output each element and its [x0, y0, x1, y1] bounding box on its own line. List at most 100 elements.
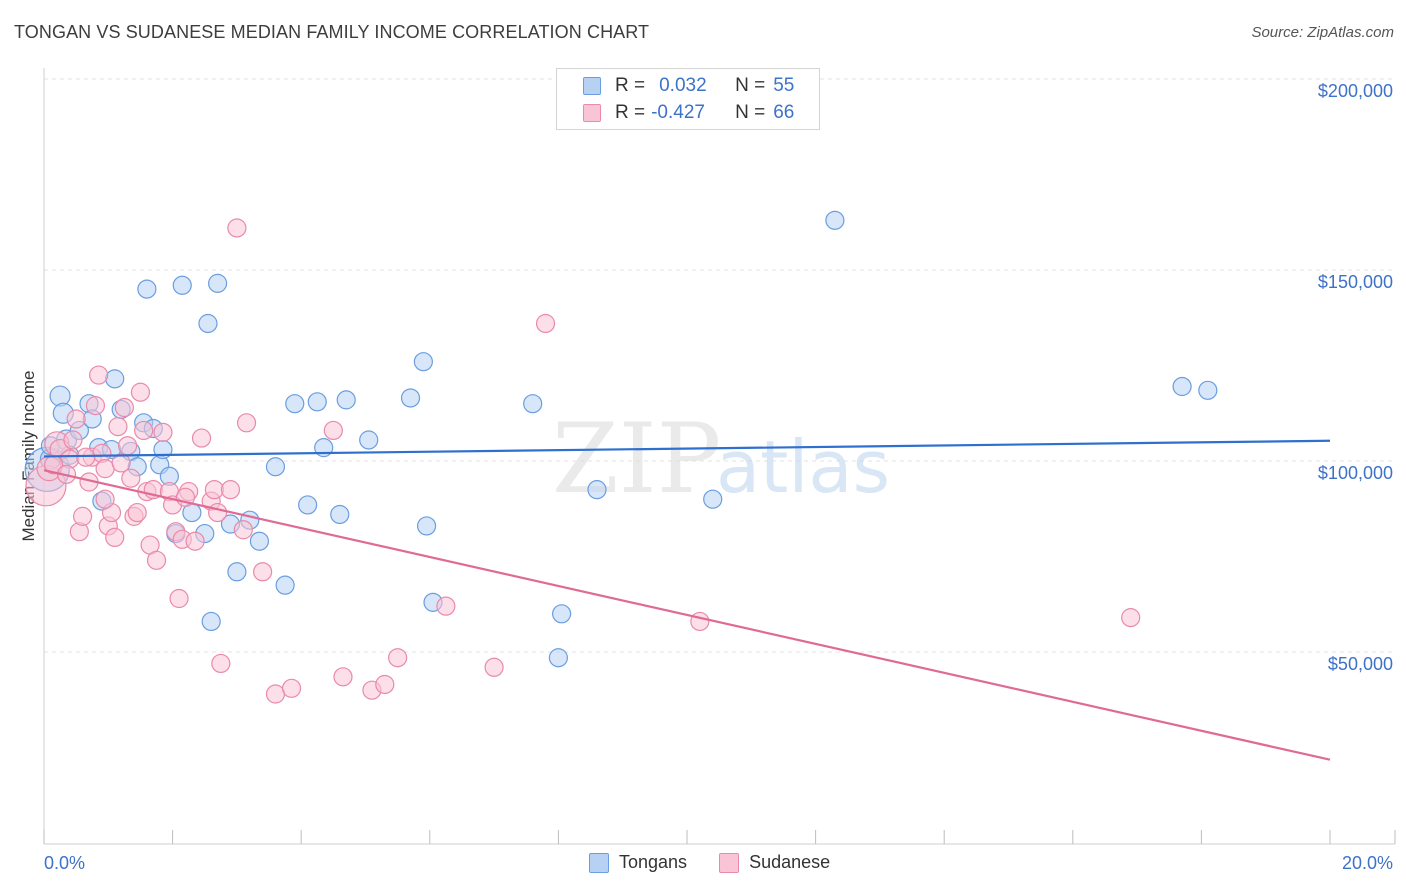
- sudanese-point: [114, 397, 134, 418]
- sudanese-point: [265, 684, 286, 704]
- sudanese-point: [1121, 608, 1141, 628]
- tongans-point: [201, 611, 221, 632]
- tongans-point: [265, 457, 286, 477]
- sudanese-point: [153, 422, 173, 442]
- watermark-atlas: atlas: [716, 425, 890, 509]
- sudanese-point: [130, 382, 151, 402]
- tongans-point: [1172, 376, 1192, 397]
- tongans-point: [105, 369, 125, 389]
- sudanese-point: [227, 218, 247, 238]
- sudanese-point: [111, 453, 131, 473]
- tongans-point: [416, 516, 437, 536]
- sudanese-point: [690, 611, 710, 632]
- tongans-point: [330, 504, 350, 525]
- sudanese-point: [191, 428, 212, 448]
- tongans-point: [825, 210, 845, 230]
- tongans-swatch: [583, 77, 601, 95]
- sudanese-r-value: -0.427: [651, 102, 705, 123]
- series-legend: Tongans Sudanese: [589, 852, 862, 873]
- tongans-r-value: 0.032: [659, 75, 707, 96]
- sudanese-point: [208, 502, 228, 523]
- sudanese-point: [388, 648, 408, 668]
- tongans-point: [400, 388, 421, 408]
- sudanese-point: [66, 409, 86, 429]
- correlation-legend: R = 0.032 N = 55 R = -0.427 N = 66: [556, 68, 820, 130]
- sudanese-point: [105, 527, 125, 548]
- sudanese-point: [333, 667, 353, 687]
- legend-row-sudanese: R = -0.427 N = 66: [557, 100, 794, 126]
- tongans-point: [275, 575, 295, 595]
- chart-title: TONGAN VS SUDANESE MEDIAN FAMILY INCOME …: [14, 22, 650, 42]
- sudanese-point: [281, 678, 302, 698]
- sudanese-point: [134, 420, 154, 441]
- sudanese-point: [484, 657, 504, 677]
- tongans-point: [359, 430, 379, 450]
- y-tick-label: $200,000: [1318, 81, 1393, 101]
- tongans-point: [523, 394, 543, 414]
- sudanese-point: [95, 489, 115, 509]
- n-label: N =: [735, 102, 766, 123]
- tongans-point: [172, 275, 192, 295]
- sudanese-point: [121, 468, 141, 488]
- tongans-point: [227, 562, 247, 582]
- tongans-point: [413, 352, 433, 372]
- sudanese-point: [236, 413, 257, 433]
- x-tick-label-min: 0.0%: [44, 853, 85, 873]
- tongans-point: [336, 390, 356, 410]
- sudanese-point: [220, 480, 241, 500]
- tongans-legend-swatch: [589, 852, 609, 873]
- sudanese-legend-swatch: [719, 852, 740, 873]
- r-label: R =: [615, 75, 646, 96]
- y-tick-label: $50,000: [1328, 654, 1393, 674]
- sudanese-trend-line: [43, 469, 1331, 761]
- tongans-trend-line: [43, 439, 1331, 458]
- sudanese-point: [72, 506, 93, 526]
- tongans-point: [49, 385, 71, 407]
- legend-item-tongans: Tongans: [589, 852, 687, 873]
- sudanese-point: [117, 436, 138, 456]
- sudanese-point: [95, 459, 115, 479]
- tongans-point: [298, 495, 318, 515]
- tongans-legend-label: Tongans: [619, 852, 688, 872]
- tongans-point: [198, 313, 218, 334]
- source-label: Source: ZipAtlas.com: [1251, 24, 1394, 41]
- sudanese-point: [323, 420, 343, 441]
- grid-lines: [44, 78, 1395, 653]
- sudanese-legend-label: Sudanese: [749, 852, 831, 872]
- n-label: N =: [735, 75, 766, 96]
- tongans-point: [249, 531, 270, 551]
- legend-row-tongans: R = 0.032 N = 55: [557, 73, 794, 99]
- sudanese-point: [63, 430, 83, 450]
- sudanese-point: [204, 480, 224, 500]
- watermark-zip: ZIP: [552, 403, 721, 515]
- tongans-point: [587, 480, 607, 500]
- tongans-point: [137, 279, 157, 299]
- trend-lines: [43, 439, 1331, 761]
- tongans-point: [703, 489, 723, 509]
- tongans-n-value: 55: [773, 75, 795, 96]
- sudanese-point: [127, 502, 147, 523]
- tongans-point: [1198, 380, 1218, 400]
- tongans-point: [548, 648, 569, 668]
- tongans-point: [552, 604, 572, 624]
- tongans-point: [208, 273, 228, 293]
- sudanese-point: [211, 653, 231, 674]
- sudanese-point: [89, 365, 109, 385]
- sudanese-point: [146, 550, 167, 570]
- tongans-point: [285, 394, 305, 414]
- legend-item-sudanese: Sudanese: [719, 852, 830, 873]
- sudanese-point: [233, 520, 253, 540]
- sudanese-point: [436, 596, 456, 616]
- watermark: ZIP atlas: [552, 403, 890, 515]
- sudanese-n-value: 66: [773, 102, 795, 123]
- y-tick-label: $150,000: [1318, 272, 1393, 292]
- y-tick-label: $100,000: [1318, 463, 1393, 483]
- sudanese-point: [253, 562, 273, 582]
- sudanese-point: [185, 531, 205, 551]
- sudanese-point: [375, 674, 395, 695]
- x-tick-label-max: 20.0%: [1342, 853, 1393, 873]
- r-label: R =: [615, 102, 646, 123]
- tongans-point: [307, 392, 327, 412]
- sudanese-point: [85, 396, 106, 416]
